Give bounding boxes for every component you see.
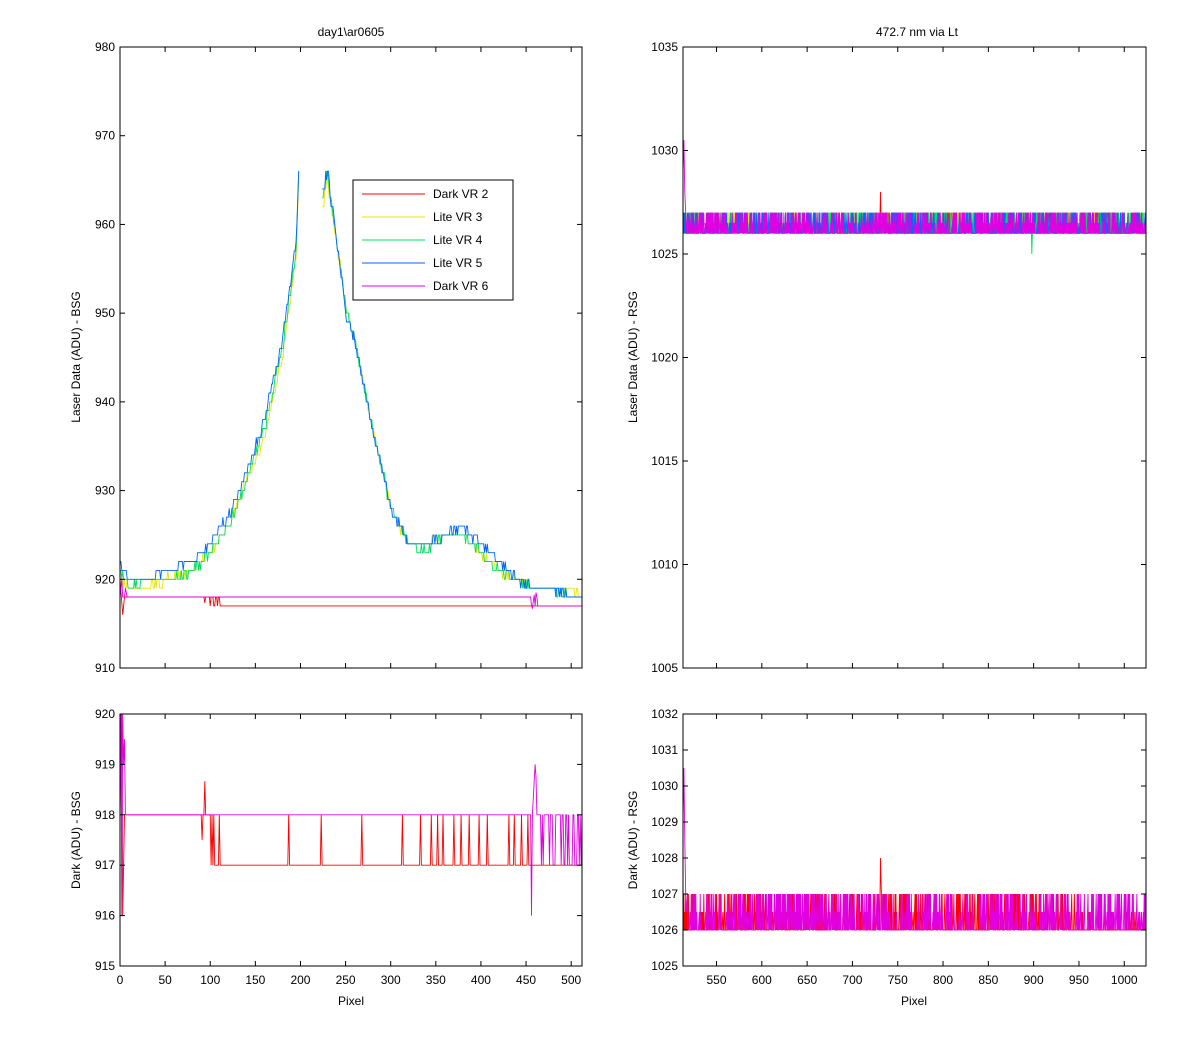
xtick-label: 450 — [516, 973, 536, 987]
ytick-label: 1005 — [651, 661, 678, 675]
ylabel-laser-bsg: Laser Data (ADU) - BSG — [69, 291, 83, 422]
axes-dark-rsg: Dark (ADU) - RSG Pixel 10251026102710281… — [626, 707, 1147, 1008]
xtick-label: 150 — [245, 973, 265, 987]
ytick-label: 1010 — [651, 558, 678, 572]
legend-label-lite-vr3: Lite VR 3 — [433, 210, 483, 224]
plot-area-dark-bsg — [120, 714, 582, 916]
ytick-label: 1030 — [651, 779, 678, 793]
ytick-label: 918 — [95, 808, 115, 822]
legend-label-lite-vr5: Lite VR 5 — [433, 256, 483, 270]
xtick-label: 350 — [426, 973, 446, 987]
ytick-label: 960 — [95, 217, 115, 231]
axes-laser-bsg: day1\ar0605 Laser Data (ADU) - BSG 910 92… — [69, 25, 583, 675]
ytick-label: 1035 — [651, 40, 678, 54]
legend-entry-lite-vr5: Lite VR 5 — [362, 256, 483, 270]
ytick-label: 1025 — [651, 959, 678, 973]
ticks-dark-rsg: 1025 1026 1027 1028 1029 1030 1031 1032 550 600 65… — [651, 707, 1147, 987]
ytick-label: 970 — [95, 129, 115, 143]
legend-entry-dark-vr6: Dark VR 6 — [362, 279, 489, 293]
xtick-label: 200 — [290, 973, 310, 987]
legend-entry-lite-vr4: Lite VR 4 — [362, 233, 483, 247]
ytick-label: 920 — [95, 707, 115, 721]
legend-label-dark-vr6: Dark VR 6 — [433, 279, 489, 293]
xtick-label: 50 — [158, 973, 172, 987]
axes-laser-rsg: 472.7 nm via Lt Laser Data (ADU) - RSG 1… — [626, 25, 1147, 675]
ylabel-dark-bsg: Dark (ADU) - BSG — [69, 791, 83, 889]
xtick-label: 800 — [933, 973, 953, 987]
legend-label-dark-vr2: Dark VR 2 — [433, 187, 489, 201]
legend-entry-dark-vr2: Dark VR 2 — [362, 187, 489, 201]
chart-title-right: 472.7 nm via Lt — [876, 25, 959, 39]
xlabel-dark-rsg: Pixel — [901, 994, 927, 1008]
plot-area-laser-rsg — [683, 140, 1146, 255]
ytick-label: 980 — [95, 40, 115, 54]
ytick-label: 1020 — [651, 351, 678, 365]
ytick-label: 917 — [95, 858, 115, 872]
series-dark-vr-6-line — [683, 140, 1146, 234]
ylabel-laser-rsg: Laser Data (ADU) - RSG — [626, 291, 640, 423]
axes-frame — [682, 713, 1147, 967]
ytick-label: 1031 — [651, 743, 678, 757]
ylabel-dark-rsg: Dark (ADU) - RSG — [626, 791, 640, 890]
ytick-label: 1030 — [651, 144, 678, 158]
series-dark-vr-6-line — [120, 714, 582, 916]
xtick-label: 900 — [1024, 973, 1044, 987]
axes-frame — [119, 713, 583, 967]
chart-title-left: day1\ar0605 — [318, 25, 385, 39]
ytick-label: 1025 — [651, 247, 678, 261]
xtick-label: 950 — [1069, 973, 1089, 987]
ytick-label: 910 — [95, 661, 115, 675]
xtick-label: 0 — [117, 973, 124, 987]
xtick-label: 750 — [888, 973, 908, 987]
legend: Dark VR 2 Lite VR 3 Lite VR 4 Lite VR 5 … — [352, 179, 514, 301]
xtick-label: 700 — [842, 973, 862, 987]
xtick-label: 400 — [471, 973, 491, 987]
xtick-label: 1000 — [1111, 973, 1138, 987]
legend-label-lite-vr4: Lite VR 4 — [433, 233, 483, 247]
axes-frame — [119, 46, 583, 669]
xtick-label: 250 — [336, 973, 356, 987]
ticks-laser-bsg: 910 920 930 940 950 960 970 980 — [95, 40, 583, 675]
xtick-label: 300 — [381, 973, 401, 987]
ytick-label: 930 — [95, 484, 115, 498]
xtick-label: 600 — [752, 973, 772, 987]
ticks-laser-rsg: 1005 1010 1015 1020 1025 1030 1035 — [651, 40, 1147, 675]
plot-area-laser-bsg — [120, 170, 582, 615]
ytick-label: 1032 — [651, 707, 678, 721]
xtick-label: 550 — [707, 973, 727, 987]
ytick-label: 1029 — [651, 815, 678, 829]
ytick-label: 920 — [95, 572, 115, 586]
series-dark-vr-6-line — [120, 579, 582, 610]
ytick-label: 919 — [95, 757, 115, 771]
series-lite-vr-5-line — [120, 170, 582, 598]
xtick-label: 100 — [200, 973, 220, 987]
ytick-label: 1026 — [651, 923, 678, 937]
ytick-label: 1015 — [651, 454, 678, 468]
ticks-dark-bsg: 915 916 917 918 919 920 0 50 100 150 200 250 300 350 4… — [95, 707, 583, 987]
ytick-label: 940 — [95, 395, 115, 409]
ytick-label: 915 — [95, 959, 115, 973]
ytick-label: 1028 — [651, 851, 678, 865]
legend-entry-lite-vr3: Lite VR 3 — [362, 210, 483, 224]
ytick-label: 916 — [95, 909, 115, 923]
ytick-label: 950 — [95, 306, 115, 320]
plot-area-dark-rsg — [683, 767, 1146, 931]
ytick-label: 1027 — [651, 887, 678, 901]
xtick-label: 650 — [797, 973, 817, 987]
xtick-label: 850 — [978, 973, 998, 987]
xtick-label: 500 — [561, 973, 581, 987]
xlabel-dark-bsg: Pixel — [338, 994, 364, 1008]
axes-dark-bsg: Dark (ADU) - BSG Pixel 915 916 917 918 919 92… — [69, 707, 583, 1008]
series-dark-vr-6-line — [683, 767, 1146, 931]
